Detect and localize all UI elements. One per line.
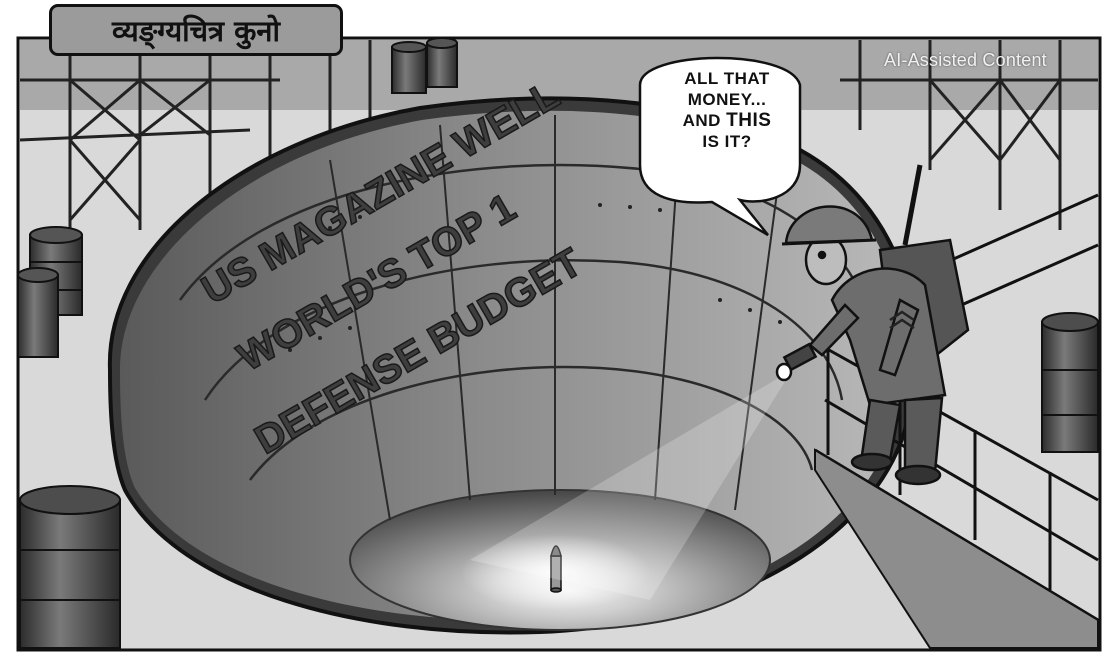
bubble-line-3: AND THIS [662,110,792,131]
scaffold-left [19,40,372,250]
speech-bubble-text: ALL THAT MONEY... AND THIS IS IT? [662,68,792,152]
bubble-line-3a: AND [682,111,727,130]
pit-wall [119,110,904,621]
scaffold-right [840,40,1098,230]
bubble-line-1: ALL THAT [684,69,770,88]
barrel-group-left [17,226,83,358]
barrel-right [1041,312,1099,453]
bubble-line-3-emphasis: THIS [726,110,772,131]
soldier [775,164,970,486]
section-tag-label: व्यङ्ग्यचित्र कुनो [111,13,281,48]
barrel-bottom-left [19,485,121,649]
pit-rivets [288,203,782,352]
bubble-line-4: IS IT? [702,132,752,151]
walkway-floor [814,448,1099,649]
section-tag: व्यङ्ग्यचित्र कुनो [49,4,343,56]
speech-bubble [638,56,802,237]
barrel-group-back [391,37,458,94]
bubble-line-2: MONEY... [687,90,767,109]
light-beam [470,370,792,600]
ai-watermark: AI-Assisted Content [884,50,1047,70]
bullet [550,545,562,593]
